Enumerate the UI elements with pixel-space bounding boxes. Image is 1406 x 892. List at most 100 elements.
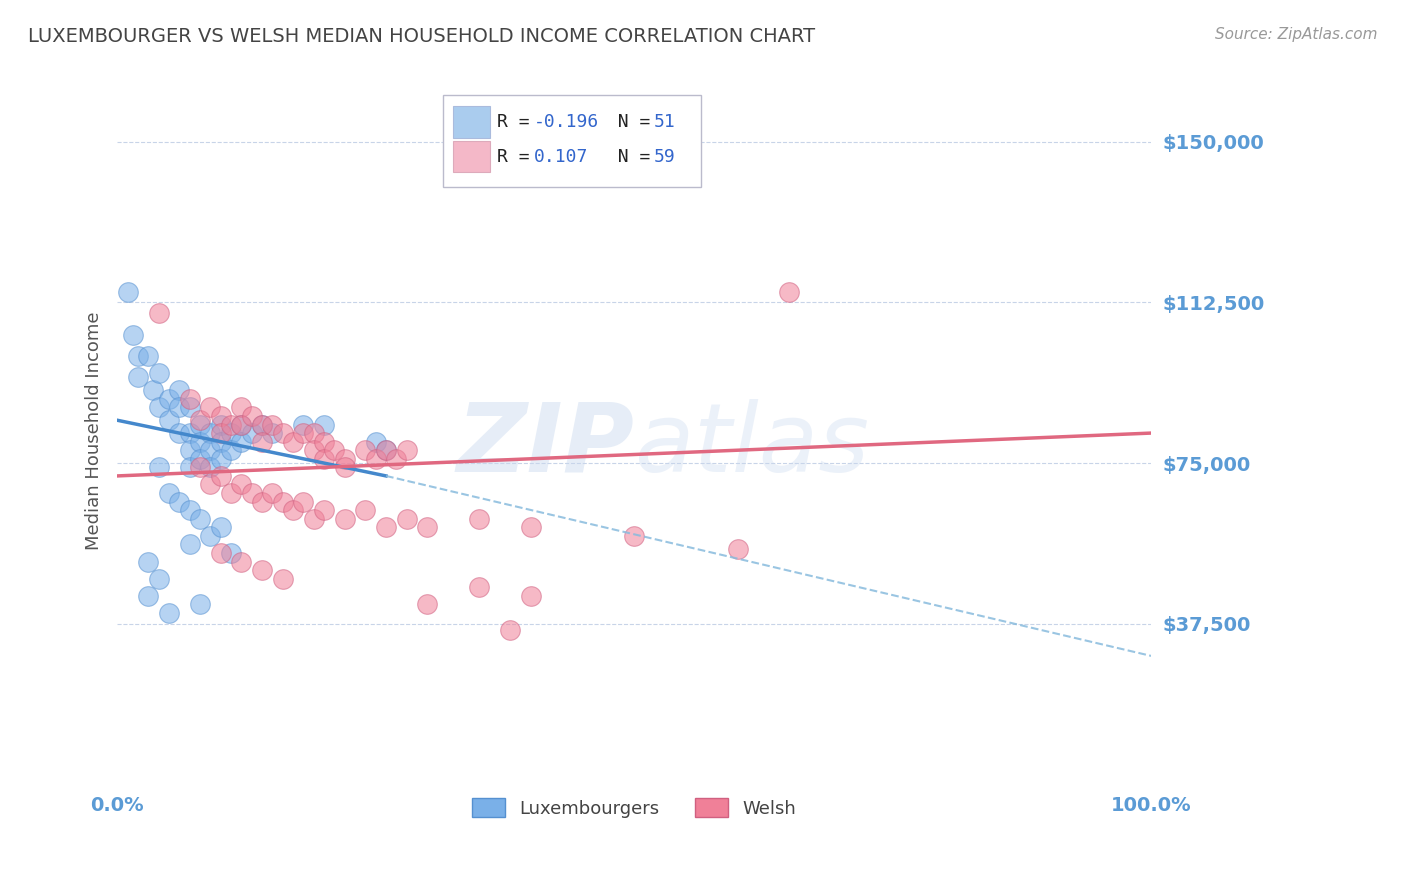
Point	[148, 306, 170, 320]
Text: LUXEMBOURGER VS WELSH MEDIAN HOUSEHOLD INCOME CORRELATION CHART: LUXEMBOURGER VS WELSH MEDIAN HOUSEHOLD I…	[28, 27, 815, 45]
Point	[209, 417, 232, 432]
Point	[127, 349, 149, 363]
Point	[271, 426, 294, 441]
Point	[519, 589, 541, 603]
Point	[395, 512, 418, 526]
Text: R =: R =	[496, 113, 540, 131]
Point	[778, 285, 800, 299]
Point	[240, 486, 263, 500]
Point	[200, 477, 222, 491]
Point	[250, 434, 273, 449]
Point	[148, 366, 170, 380]
Text: N =: N =	[596, 147, 661, 166]
Point	[179, 401, 201, 415]
Point	[468, 580, 491, 594]
Point	[188, 460, 211, 475]
Point	[250, 563, 273, 577]
Point	[200, 529, 222, 543]
Point	[519, 520, 541, 534]
Text: -0.196: -0.196	[534, 113, 599, 131]
Point	[375, 520, 398, 534]
Point	[167, 494, 190, 508]
Point	[302, 426, 325, 441]
Point	[179, 460, 201, 475]
Point	[250, 494, 273, 508]
Point	[167, 401, 190, 415]
Point	[354, 503, 377, 517]
Point	[136, 349, 159, 363]
Point	[209, 434, 232, 449]
Text: 59: 59	[654, 147, 675, 166]
Point	[209, 546, 232, 560]
Point	[209, 451, 232, 466]
Point	[179, 426, 201, 441]
Point	[219, 486, 242, 500]
Point	[323, 443, 346, 458]
Point	[250, 417, 273, 432]
Text: 0.107: 0.107	[534, 147, 588, 166]
Point	[416, 520, 439, 534]
Point	[262, 486, 284, 500]
Point	[179, 392, 201, 406]
Point	[209, 426, 232, 441]
Point	[333, 451, 356, 466]
Point	[136, 555, 159, 569]
Point	[188, 451, 211, 466]
Point	[219, 443, 242, 458]
Point	[468, 512, 491, 526]
Point	[136, 589, 159, 603]
FancyBboxPatch shape	[443, 95, 702, 187]
Point	[200, 426, 222, 441]
Point	[333, 460, 356, 475]
Point	[623, 529, 645, 543]
Point	[157, 486, 180, 500]
Text: atlas: atlas	[634, 399, 869, 491]
Point	[240, 409, 263, 423]
Point	[375, 443, 398, 458]
Point	[231, 434, 253, 449]
FancyBboxPatch shape	[453, 106, 491, 137]
Point	[157, 606, 180, 620]
Point	[281, 503, 304, 517]
Point	[167, 426, 190, 441]
Point	[281, 434, 304, 449]
Text: 51: 51	[654, 113, 675, 131]
Text: N =: N =	[596, 113, 661, 131]
Point	[385, 451, 408, 466]
Point	[148, 401, 170, 415]
Point	[354, 443, 377, 458]
Point	[364, 451, 387, 466]
Point	[312, 434, 335, 449]
Point	[188, 512, 211, 526]
Point	[179, 443, 201, 458]
Point	[240, 426, 263, 441]
Point	[117, 285, 139, 299]
Point	[292, 426, 315, 441]
Point	[188, 413, 211, 427]
Point	[271, 494, 294, 508]
Point	[179, 503, 201, 517]
Point	[188, 598, 211, 612]
Point	[395, 443, 418, 458]
Point	[127, 370, 149, 384]
Point	[727, 541, 749, 556]
Point	[148, 460, 170, 475]
Point	[292, 417, 315, 432]
Point	[121, 327, 143, 342]
Point	[250, 417, 273, 432]
Y-axis label: Median Household Income: Median Household Income	[86, 311, 103, 550]
Point	[200, 460, 222, 475]
Point	[333, 512, 356, 526]
Point	[271, 572, 294, 586]
Point	[148, 572, 170, 586]
Point	[231, 417, 253, 432]
Point	[188, 434, 211, 449]
Point	[200, 443, 222, 458]
Point	[200, 401, 222, 415]
Point	[188, 417, 211, 432]
Point	[219, 417, 242, 432]
Point	[157, 392, 180, 406]
Point	[142, 383, 165, 397]
Point	[219, 426, 242, 441]
Point	[499, 623, 522, 637]
